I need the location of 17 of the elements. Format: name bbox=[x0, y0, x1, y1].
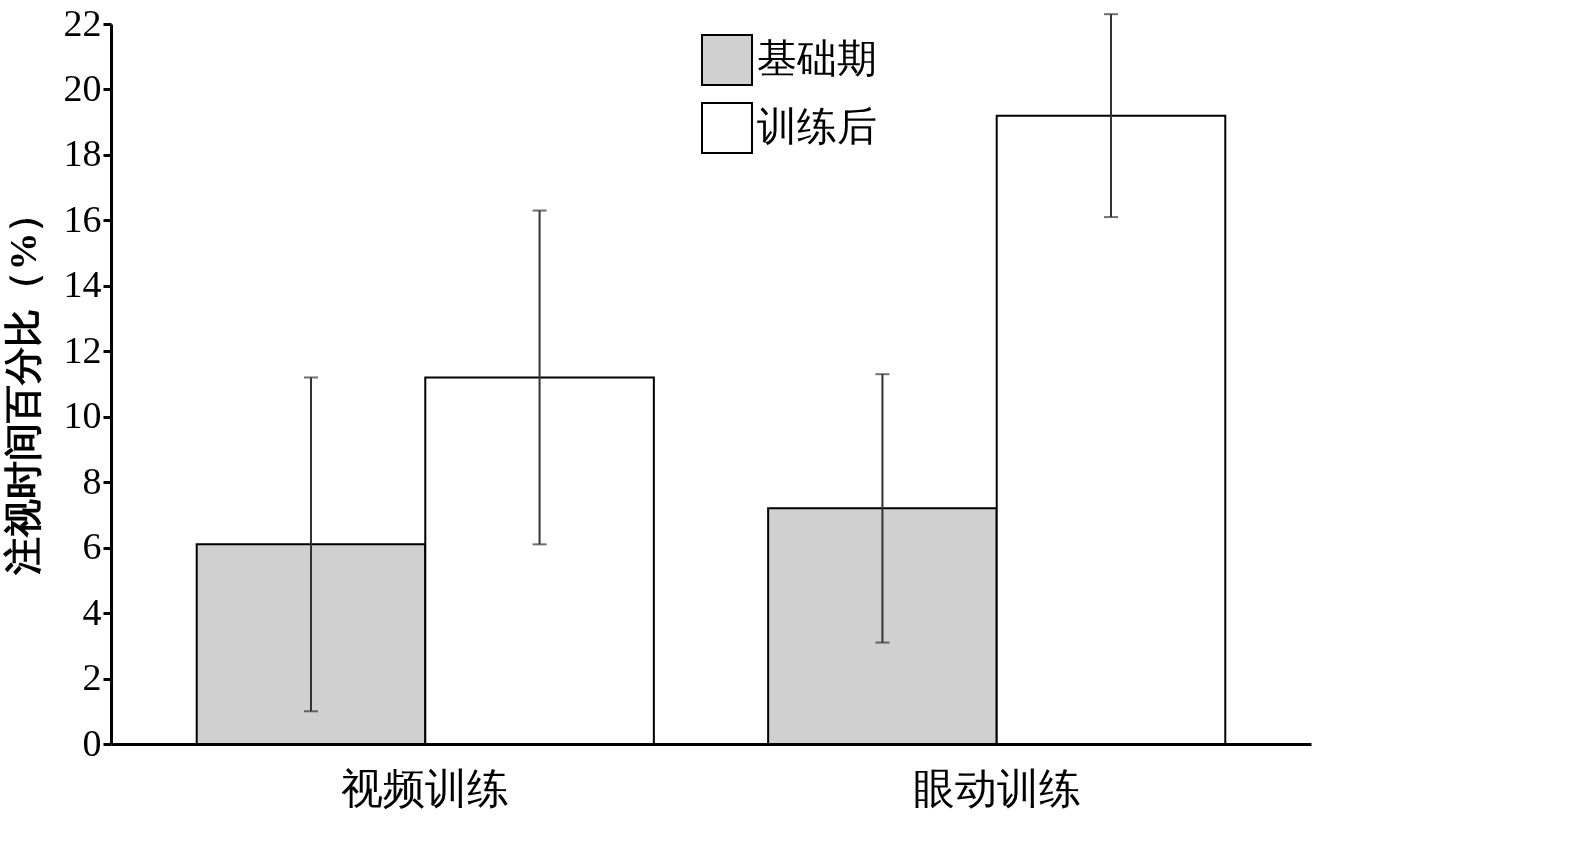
y-tick-label: 14 bbox=[63, 263, 102, 306]
x-tick-label: 视频训练 bbox=[341, 765, 510, 812]
y-tick-label: 12 bbox=[63, 328, 102, 371]
y-tick-label: 0 bbox=[82, 721, 102, 764]
y-tick-label: 4 bbox=[82, 590, 102, 633]
y-tick-label: 18 bbox=[63, 132, 102, 175]
legend-label: 训练后 bbox=[757, 104, 877, 149]
x-tick-label: 眼动训练 bbox=[912, 765, 1081, 812]
y-tick-label: 6 bbox=[82, 525, 102, 568]
y-tick-label: 8 bbox=[82, 459, 102, 502]
legend-label: 基础期 bbox=[757, 36, 877, 81]
y-tick-label: 22 bbox=[63, 1, 102, 44]
y-tick-label: 2 bbox=[82, 656, 102, 699]
y-tick-label: 20 bbox=[63, 66, 102, 109]
y-tick-label: 16 bbox=[63, 197, 102, 240]
y-axis-title: 注视时间百分比（%） bbox=[1, 194, 44, 576]
y-tick-label: 10 bbox=[63, 394, 102, 437]
